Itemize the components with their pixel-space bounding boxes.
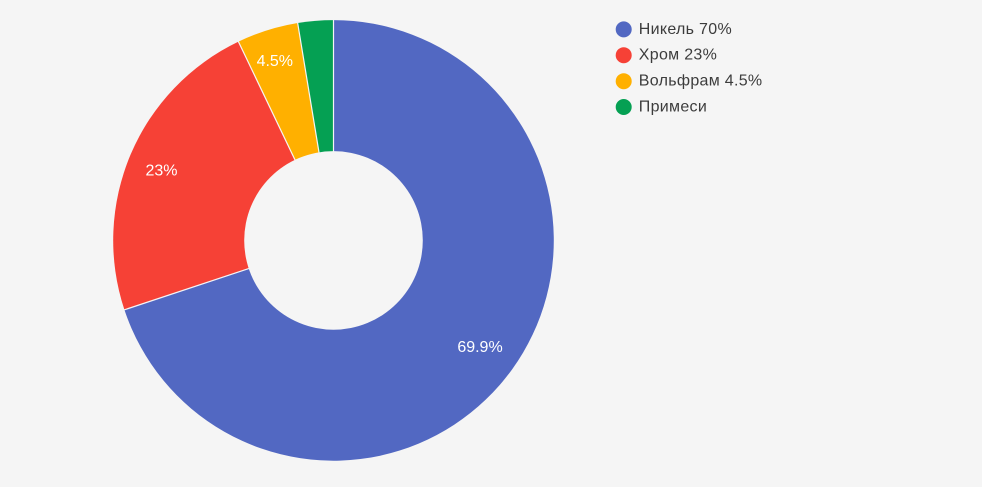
svg-text:4.5%: 4.5% — [257, 53, 293, 70]
svg-text:69.9%: 69.9% — [457, 339, 502, 356]
svg-text:Вольфрам 4.5%: Вольфрам 4.5% — [639, 73, 763, 90]
svg-text:23%: 23% — [145, 163, 177, 180]
svg-text:Хром 23%: Хром 23% — [639, 47, 717, 64]
svg-text:Примеси: Примеси — [639, 99, 707, 116]
svg-text:Никель 70%: Никель 70% — [639, 21, 732, 38]
